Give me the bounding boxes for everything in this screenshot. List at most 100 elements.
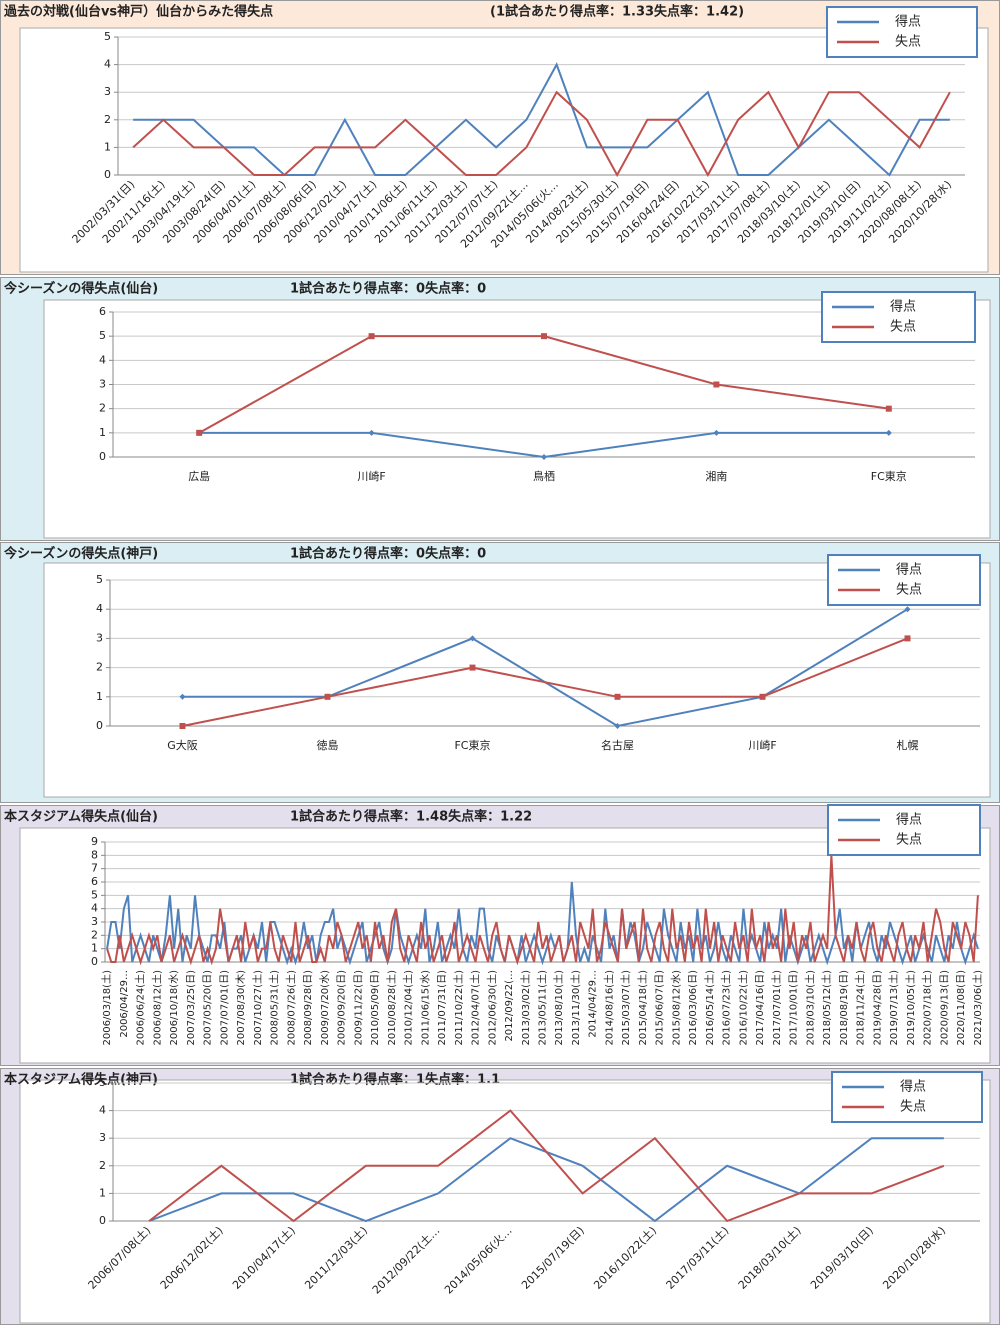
x-tick-label: 2018/05/12(土) — [820, 970, 833, 1046]
chart-title: 過去の対戦(仙台vs神戸）仙台からみた得失点 — [3, 4, 273, 20]
legend-label: 得点 — [896, 562, 922, 578]
x-tick-label: 2015/06/07(日) — [655, 970, 666, 1046]
x-tick-label: 2019/04/28(日) — [872, 970, 883, 1046]
series-line — [148, 1109, 945, 1223]
marker — [885, 429, 892, 436]
x-tick-label: 2007/10/27(土) — [251, 970, 264, 1046]
x-tick-label: 2013/03/02(土) — [519, 970, 532, 1046]
legend — [827, 804, 981, 856]
x-tick-label: 2007/03/25(日) — [186, 970, 197, 1046]
chart-subtitle: 1試合あたり得点率：1失点率：1.1 — [290, 1072, 500, 1088]
x-tick-label: 2009/07/20(水) — [319, 970, 331, 1046]
legend-label: 得点 — [890, 299, 916, 315]
series-line — [132, 90, 951, 178]
x-tick-label: 2018/11/24(土) — [854, 970, 867, 1046]
x-tick-label: 2016/03/06(日) — [688, 970, 699, 1046]
chart-subtitle: 1試合あたり得点率：0失点率：0 — [290, 281, 486, 297]
marker — [469, 635, 476, 642]
marker — [885, 405, 892, 412]
x-tick-label: 2020/07/18(土) — [921, 970, 934, 1046]
marker — [713, 381, 720, 388]
chart-title: 今シーズンの得失点(仙台) — [3, 281, 158, 297]
legend-label: 失点 — [896, 583, 922, 598]
y-tick-label: 2 — [99, 402, 106, 415]
y-tick-label: 1 — [91, 942, 98, 955]
x-tick-label: G大阪 — [167, 738, 198, 752]
y-tick-label: 8 — [91, 848, 98, 861]
x-tick-label: 2015/03/07(土) — [619, 970, 632, 1046]
x-tick-label: 徳島 — [317, 738, 339, 752]
marker — [179, 693, 186, 700]
y-tick-label: 1 — [99, 1186, 106, 1199]
y-tick-label: 3 — [91, 915, 98, 928]
x-tick-label: 2008/07/26(土) — [284, 970, 297, 1046]
x-tick-label: FC東京 — [871, 469, 907, 483]
x-tick-label: 湘南 — [705, 469, 727, 483]
y-tick-label: 4 — [99, 353, 106, 366]
marker — [904, 635, 911, 642]
marker — [713, 429, 720, 436]
legend-label: 得点 — [896, 812, 922, 828]
y-tick-label: 4 — [104, 58, 111, 71]
y-tick-label: 2 — [96, 661, 103, 674]
x-tick-label: 2017/10/01(日) — [789, 970, 800, 1046]
x-tick-label: 2019/07/13(土) — [887, 970, 900, 1046]
chart-area — [19, 1079, 991, 1324]
x-tick-label: 2012/06/30(土) — [485, 970, 498, 1046]
y-tick-label: 6 — [99, 305, 106, 318]
chart-title: 本スタジアム得失点(仙台) — [4, 809, 158, 825]
x-tick-label: 川崎F — [357, 469, 385, 483]
x-tick-label: 2018/03/10(土) — [803, 970, 816, 1046]
y-tick-label: 1 — [96, 690, 103, 703]
y-tick-label: 1 — [104, 140, 111, 153]
x-tick-label: 広島 — [188, 469, 210, 483]
legend — [831, 1071, 983, 1123]
y-tick-label: 0 — [99, 450, 106, 463]
y-tick-label: 5 — [91, 888, 98, 901]
y-tick-label: 9 — [91, 835, 98, 848]
y-tick-label: 3 — [104, 85, 111, 98]
legend-label: 失点 — [900, 1100, 926, 1115]
y-tick-label: 5 — [96, 573, 103, 586]
marker — [759, 693, 766, 700]
x-tick-label: 2008/05/31(土) — [268, 970, 281, 1046]
y-tick-label: 0 — [104, 168, 111, 181]
legend-label: 得点 — [895, 14, 921, 30]
marker — [614, 693, 621, 700]
y-tick-label: 6 — [91, 875, 98, 888]
y-tick-label: 2 — [91, 928, 98, 941]
y-tick-label: 5 — [99, 329, 106, 342]
x-tick-label: 2020/09/13(日) — [939, 970, 950, 1046]
x-tick-label: 2012/09/22(… — [504, 970, 515, 1042]
x-tick-label: 2015/04/18(土) — [636, 970, 649, 1046]
chart-subtitle: 1試合あたり得点率：1.48失点率：1.22 — [290, 809, 532, 825]
x-tick-label: 2009/11/22(日) — [353, 970, 364, 1046]
y-tick-label: 3 — [99, 1131, 106, 1144]
legend-label: 失点 — [890, 320, 916, 335]
x-tick-label: 2006/10/18(水) — [168, 970, 180, 1046]
x-tick-label: 2011/07/31(日) — [437, 970, 448, 1046]
marker — [541, 333, 547, 340]
legend-label: 失点 — [895, 35, 921, 50]
x-tick-label: 2013/05/11(土) — [536, 970, 549, 1046]
chart-subtitle: (1試合あたり得点率：1.33失点率：1.42) — [490, 4, 744, 20]
y-tick-label: 5 — [99, 1076, 106, 1089]
x-tick-label: 2007/05/20(日) — [203, 970, 214, 1046]
x-tick-label: 鳥栖 — [533, 469, 555, 483]
x-tick-label: 2019/10/05(土) — [904, 970, 917, 1046]
y-tick-label: 2 — [99, 1159, 106, 1172]
y-tick-label: 3 — [99, 378, 106, 391]
marker — [196, 429, 203, 436]
y-tick-label: 0 — [99, 1214, 106, 1227]
x-tick-label: 2006/03/18(土) — [100, 970, 113, 1046]
series-line — [182, 637, 908, 727]
marker — [904, 606, 911, 613]
y-tick-label: 4 — [96, 602, 103, 615]
marker — [614, 723, 621, 729]
x-tick-label: 2018/08/19(日) — [839, 970, 850, 1046]
y-tick-label: 1 — [99, 426, 106, 439]
legend — [821, 291, 976, 343]
x-tick-label: 2017/07/01(土) — [770, 970, 783, 1046]
y-tick-label: 7 — [91, 862, 98, 875]
